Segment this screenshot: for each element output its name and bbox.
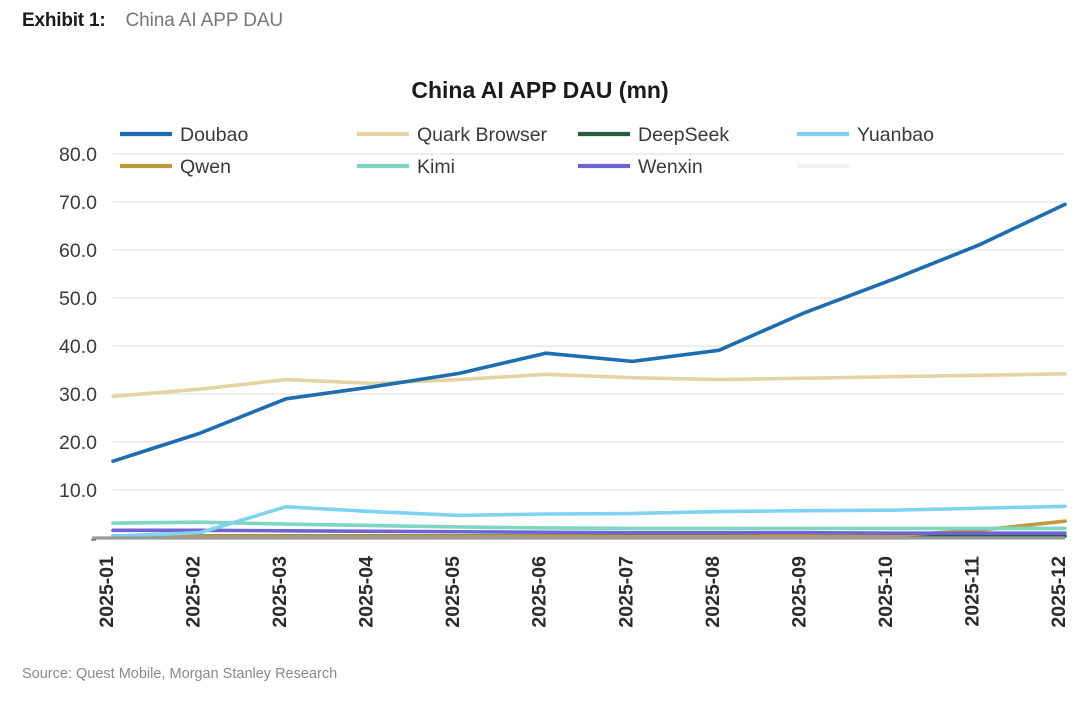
y-axis-tick-label: 20.0 (59, 432, 97, 454)
x-axis-labels: 2025-01 2025-02 2025-03 2025-04 2025-05 2025-… (96, 556, 1070, 628)
legend-label-kimi: Kimi (417, 156, 455, 178)
series-line-kimi (111, 520, 1067, 531)
y-axis-tick-label: 40.0 (59, 336, 97, 358)
y-axis-tick-label: 10.0 (59, 480, 97, 502)
x-axis-tick-label: 2025-08 (702, 556, 724, 628)
series-line-doubao (111, 202, 1067, 464)
exhibit-title: China AI APP DAU (125, 10, 284, 31)
y-axis-tick-label: 70.0 (59, 192, 97, 214)
x-axis-tick-label: 2025-04 (356, 556, 378, 628)
series-line-yuanbao (111, 504, 1067, 538)
legend-label-doubao: Doubao (180, 124, 248, 146)
x-axis-tick-label: 2025-03 (269, 556, 291, 628)
y-axis-tick-label: 60.0 (59, 240, 97, 262)
chart-container: China AI APP DAU (mn) Doubao Quark Browse… (0, 58, 1080, 648)
x-axis-tick-label: 2025-10 (875, 556, 897, 628)
chart-legend: Doubao Quark Browser DeepSeek Yuanbao Qwen Ki… (120, 124, 934, 178)
legend-label-wenxin: Wenxin (638, 156, 703, 178)
y-axis-tick-label: 50.0 (59, 288, 97, 310)
x-axis-tick-label: 2025-06 (529, 556, 551, 628)
series-line-wenxin (111, 528, 1067, 536)
series-line-quark-browser (111, 372, 1067, 399)
gridlines (113, 153, 1065, 491)
x-axis-tick-label: 2025-09 (788, 556, 810, 628)
x-axis-tick-label: 2025-11 (961, 556, 983, 627)
x-axis-tick-label: 2025-12 (1048, 556, 1070, 628)
chart-title: China AI APP DAU (mn) (411, 77, 668, 103)
line-chart: China AI APP DAU (mn) Doubao Quark Browse… (59, 77, 1070, 628)
source-note: Source: Quest Mobile, Morgan Stanley Res… (22, 666, 338, 682)
legend-label-qwen: Qwen (180, 156, 231, 178)
legend-label-quark-browser: Quark Browser (417, 124, 548, 146)
x-axis-tick-label: 2025-07 (615, 556, 637, 628)
y-axis-tick-label: 30.0 (59, 384, 97, 406)
x-axis-tick-label: 2025-01 (96, 556, 118, 628)
x-axis-tick-label: 2025-05 (442, 556, 464, 628)
legend-label-deepseek: DeepSeek (638, 124, 729, 146)
series-lines (111, 202, 1067, 539)
x-axis-tick-label: 2025-02 (183, 556, 205, 628)
exhibit-label: Exhibit 1: (22, 10, 106, 31)
y-axis-labels: -10.020.030.040.050.060.070.080.0 (59, 144, 97, 550)
y-axis-tick-label: 80.0 (59, 144, 97, 166)
legend-label-yuanbao: Yuanbao (857, 124, 934, 146)
exhibit-header: Exhibit 1: China AI APP DAU (22, 10, 283, 32)
